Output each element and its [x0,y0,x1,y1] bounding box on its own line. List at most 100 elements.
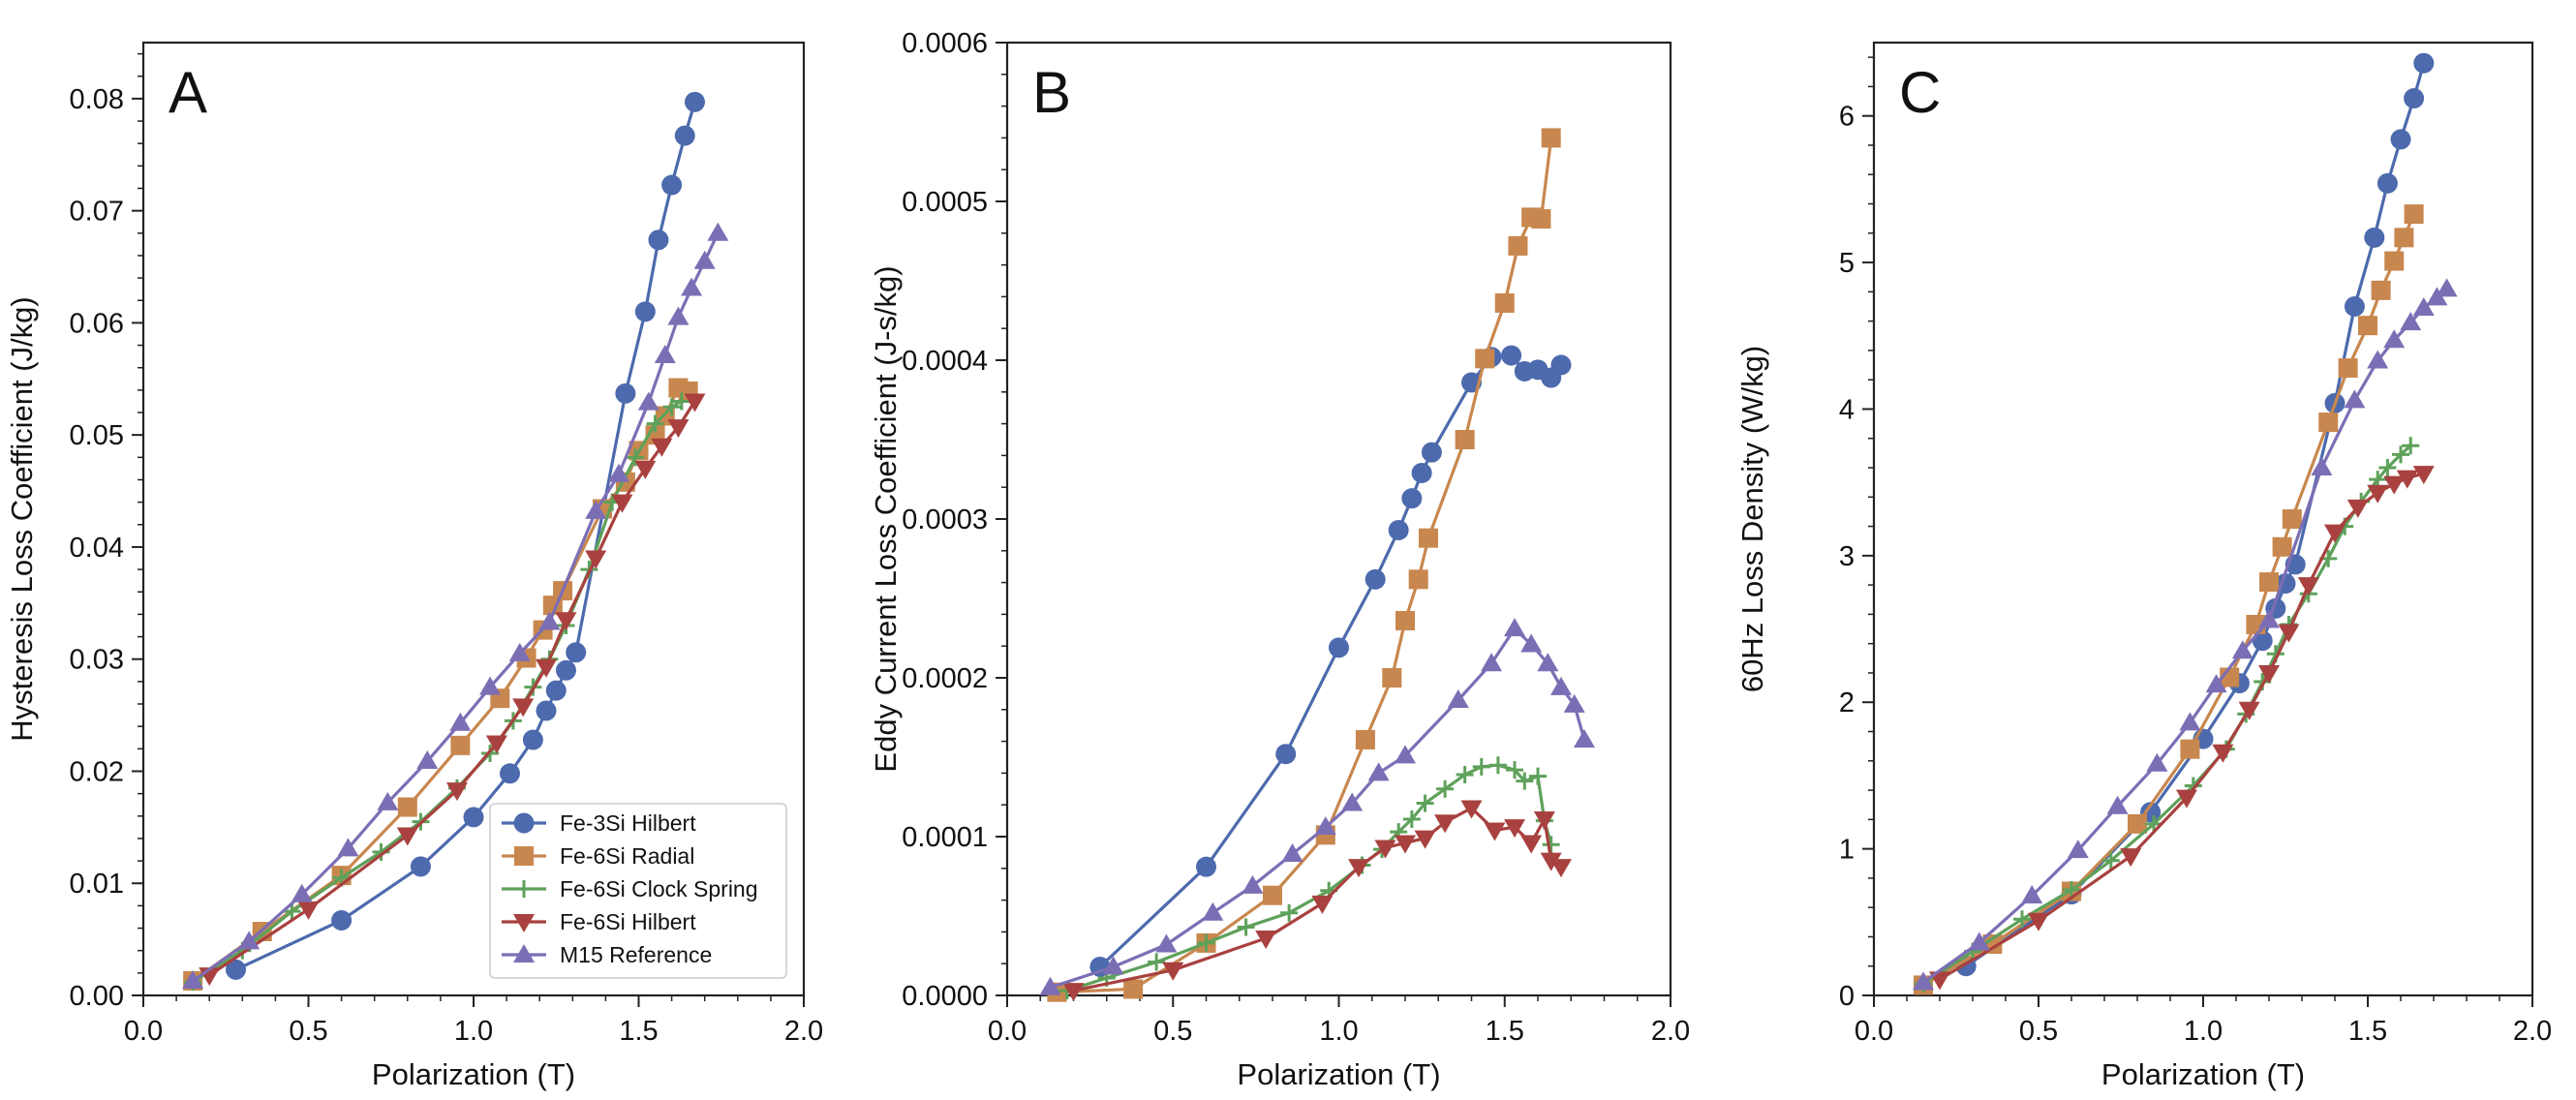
data-point [1550,354,1572,376]
y-axis-label: Eddy Current Loss Coefficient (J-s/kg) [869,265,903,772]
data-point [1520,633,1543,653]
data-point [1411,462,1432,483]
data-point [684,91,705,112]
data-point [634,460,657,479]
data-point [2392,445,2409,464]
y-tick-label: 1 [1839,835,1855,866]
data-point [1395,745,1416,764]
x-axis-label: Polarization (T) [372,1057,575,1091]
data-point [1148,953,1166,971]
y-tick-label: 0 [1839,981,1855,1012]
data-point [2383,329,2406,349]
data-point [410,856,431,877]
data-point [1402,810,1421,828]
data-point [2318,412,2339,433]
data-point [555,612,577,631]
data-point [1341,792,1364,811]
data-point [2344,295,2365,317]
panel-b: 0.0 0.5 1.0 1.5 2.0 0.0000 0.0001 0.0002 0.0003 0… [869,28,1690,1091]
data-point [1436,779,1455,798]
data-point [1573,728,1595,748]
data-point [1382,668,1402,688]
y-tick-label: 0.04 [70,533,124,564]
data-point [512,698,535,718]
data-point [1395,610,1415,630]
data-point [225,959,246,980]
data-point [2067,840,2089,859]
y-tick-label: 0.03 [70,645,124,676]
y-tick-label: 0.0006 [902,28,988,59]
plot-area [1872,41,2534,997]
data-point [1531,209,1551,229]
data-point [661,174,683,196]
x-tick-label: 1.5 [1486,1016,1524,1047]
data-point [1504,819,1526,839]
x-axis-label: Polarization (T) [2101,1057,2305,1091]
data-point [2231,640,2254,659]
y-tick-label: 0.02 [70,756,124,787]
data-point [2205,674,2227,693]
data-point [1475,349,1495,369]
data-point [2436,278,2458,297]
data-point [500,763,521,784]
panel-label: C [1899,60,1941,125]
y-tick-label: 0.0001 [902,822,988,853]
data-point [2258,664,2280,684]
y-tick-label: 0.01 [70,869,124,900]
x-tick-label: 0.0 [124,1016,163,1047]
data-point [1275,744,1297,765]
data-point [479,676,502,695]
legend-marker [513,812,535,834]
data-point [1367,762,1390,781]
data-point [1484,822,1506,841]
y-tick-label: 4 [1839,394,1855,425]
data-point [1123,979,1144,999]
legend-marker [515,880,533,898]
data-point [634,301,656,322]
y-tick-label: 0.0003 [902,504,988,535]
series-m15-reference [182,222,729,989]
data-point [2297,577,2319,596]
data-point [1541,128,1561,148]
legend-entry-fe-6si-hilbert: Fe-6Si Hilbert [560,909,696,934]
data-point [1197,933,1215,952]
series-fe-3si-hilbert [1089,345,1572,977]
data-point [2396,470,2418,489]
data-point [1533,810,1555,830]
data-point [585,500,607,519]
x-tick-label: 2.0 [784,1016,823,1047]
data-point [463,807,484,828]
panel-label: B [1032,60,1071,125]
data-point [2367,350,2389,369]
data-point [555,659,576,681]
data-point [2377,172,2398,194]
legend-entry-fe-3si-hilbert: Fe-3Si Hilbert [560,810,696,836]
data-point [396,827,418,846]
data-point [1481,653,1503,672]
data-point [2371,280,2391,300]
data-point [1162,962,1184,981]
data-point [1501,345,1522,366]
data-point [1542,836,1560,854]
data-point [545,680,567,701]
data-point [608,463,630,482]
data-point [2324,524,2346,543]
data-point [1196,856,1216,877]
legend-entry-fe-6si-clock-spring: Fe-6Si Clock Spring [560,876,758,901]
data-point [2120,848,2142,868]
data-point [2212,744,2234,763]
legend-marker [513,914,535,932]
y-tick-label: 0.05 [70,420,124,451]
data-point [1202,901,1224,921]
data-point [449,712,472,731]
legend-marker [514,846,534,866]
data-point [2413,52,2435,74]
data-point [1408,569,1428,590]
panel-label: A [169,60,207,125]
x-tick-label: 1.0 [454,1016,493,1047]
data-point [615,382,636,404]
data-point [1506,761,1524,779]
data-point [2176,789,2197,809]
x-tick-label: 1.5 [2348,1016,2387,1047]
x-tick-label: 1.5 [619,1016,658,1047]
